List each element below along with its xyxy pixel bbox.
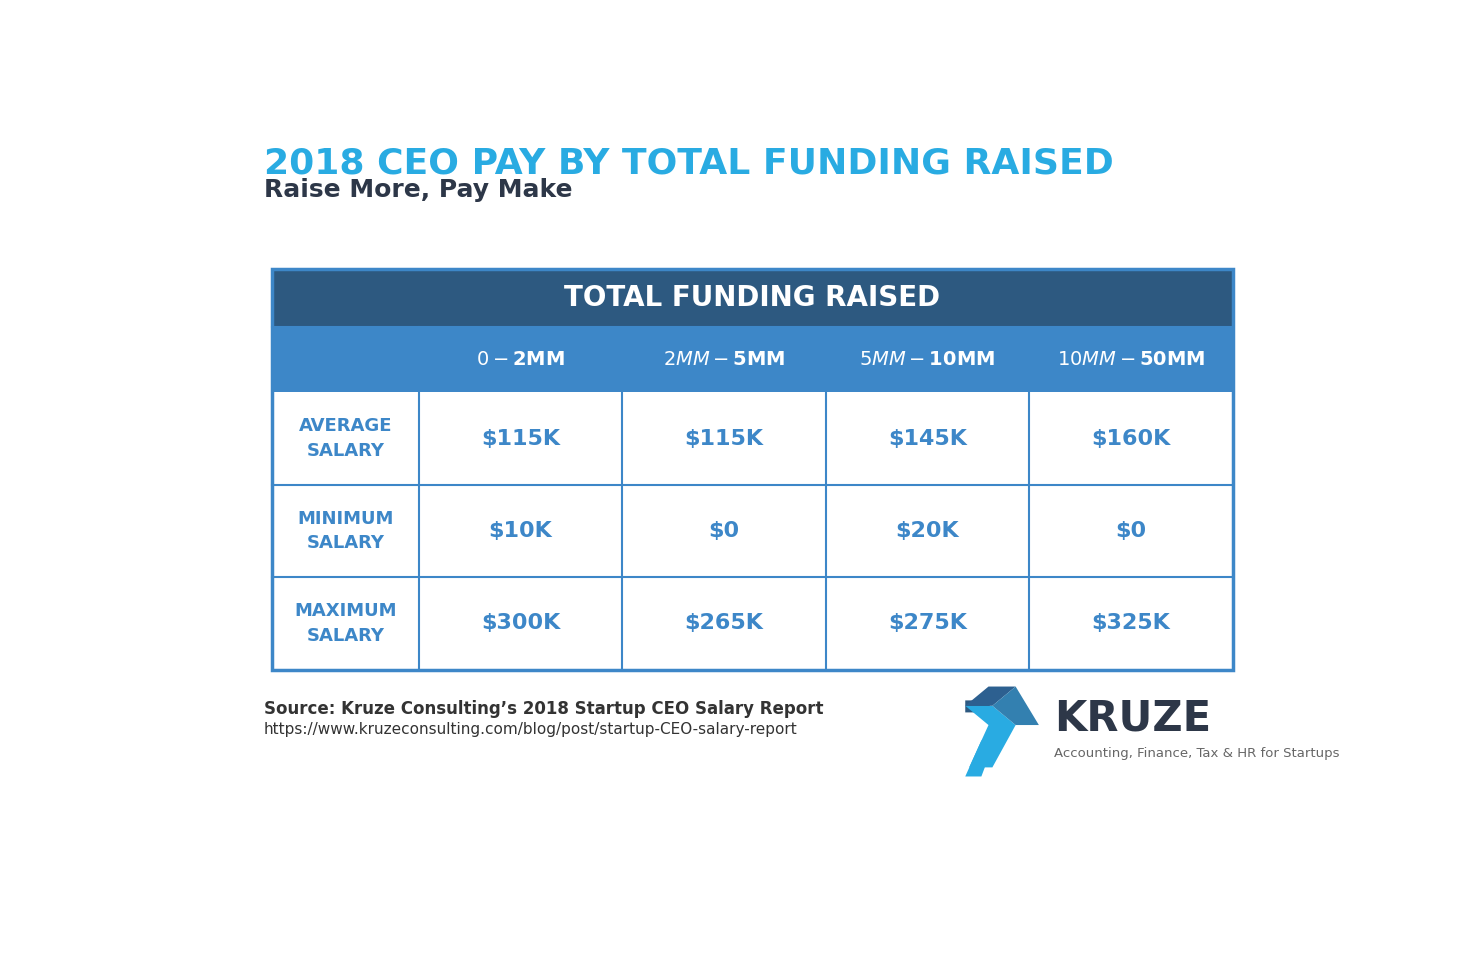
Text: $325K: $325K: [1092, 613, 1171, 634]
Text: 2018 CEO PAY BY TOTAL FUNDING RAISED: 2018 CEO PAY BY TOTAL FUNDING RAISED: [264, 146, 1114, 180]
Text: AVERAGE
SALARY: AVERAGE SALARY: [298, 417, 391, 460]
Bar: [272, 327, 1232, 393]
Bar: [272, 269, 1232, 327]
Text: MINIMUM
SALARY: MINIMUM SALARY: [296, 510, 393, 553]
Text: $0: $0: [1115, 521, 1146, 541]
Text: $0 - $2MM: $0 - $2MM: [476, 350, 565, 370]
Text: $160K: $160K: [1091, 428, 1171, 448]
Polygon shape: [965, 701, 1009, 729]
Text: Source: Kruze Consulting’s 2018 Startup CEO Salary Report: Source: Kruze Consulting’s 2018 Startup …: [264, 701, 823, 718]
Text: $115K: $115K: [482, 428, 561, 448]
Text: $300K: $300K: [480, 613, 561, 634]
Bar: [272, 393, 1232, 670]
Text: $5MM - $10MM: $5MM - $10MM: [860, 350, 996, 370]
Text: $2MM - $5MM: $2MM - $5MM: [663, 350, 785, 370]
Bar: [272, 269, 1232, 670]
Text: $0: $0: [708, 521, 740, 541]
Text: $10MM - $50MM: $10MM - $50MM: [1057, 350, 1204, 370]
Polygon shape: [965, 686, 1016, 706]
Text: Accounting, Finance, Tax & HR for Startups: Accounting, Finance, Tax & HR for Startu…: [1054, 747, 1340, 759]
Polygon shape: [993, 686, 1040, 725]
Text: https://www.kruzeconsulting.com/blog/post/startup-CEO-salary-report: https://www.kruzeconsulting.com/blog/pos…: [264, 722, 797, 737]
Text: TOTAL FUNDING RAISED: TOTAL FUNDING RAISED: [564, 284, 940, 312]
Text: $20K: $20K: [895, 521, 959, 541]
Text: $265K: $265K: [685, 613, 764, 634]
Text: KRUZE: KRUZE: [1054, 698, 1212, 740]
Text: $115K: $115K: [685, 428, 764, 448]
Text: $275K: $275K: [888, 613, 967, 634]
Polygon shape: [965, 729, 1009, 777]
Polygon shape: [965, 706, 1016, 767]
Text: $10K: $10K: [489, 521, 552, 541]
Text: $145K: $145K: [888, 428, 967, 448]
Text: MAXIMUM
SALARY: MAXIMUM SALARY: [293, 602, 397, 645]
Text: Raise More, Pay Make: Raise More, Pay Make: [264, 179, 572, 203]
